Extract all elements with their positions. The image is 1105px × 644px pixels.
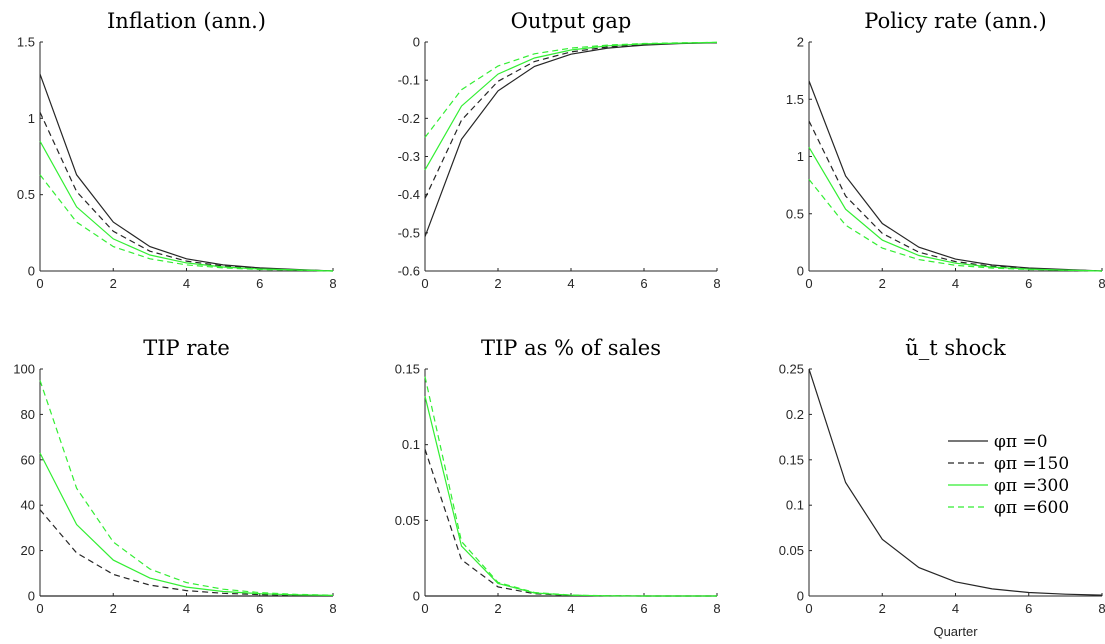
x-axis-label: Quarter (933, 624, 978, 639)
x-tick-label: 2 (110, 276, 117, 291)
subplot-3: Policy rate (ann.) 0 2 4 6 8 0 0.5 1 1.5 2 (786, 9, 1105, 291)
x-tick-label: 6 (1025, 601, 1032, 616)
y-tick-label: -0.2 (398, 111, 420, 126)
x-tick-label: 6 (640, 276, 647, 291)
series-line-1 (39, 73, 334, 272)
y-tick-label: 1.5 (786, 92, 804, 107)
y-tick-label: 60 (21, 452, 35, 467)
series-line-1 (424, 42, 718, 237)
y-tick-label: 0 (797, 589, 804, 604)
series-line-4 (424, 376, 717, 597)
chart-title: Policy rate (ann.) (864, 9, 1046, 33)
y-tick-label: 0.15 (395, 362, 420, 377)
y-tick-label: 0 (413, 35, 420, 50)
chart-title: Output gap (511, 9, 632, 33)
y-tick-label: -0.3 (398, 149, 420, 164)
y-tick-label: 1.5 (17, 35, 35, 50)
x-tick-label: 0 (421, 276, 428, 291)
series-line-2 (808, 120, 1103, 272)
y-tick-label: 0.05 (395, 513, 420, 528)
y-tick-label: 0.15 (779, 452, 804, 467)
y-tick-label: 0.1 (786, 498, 804, 513)
y-tick-label: 20 (21, 543, 35, 558)
series-line-2 (424, 42, 718, 199)
x-tick-label: 0 (421, 601, 428, 616)
x-tick-label: 8 (329, 601, 336, 616)
series-line-3 (424, 41, 718, 171)
y-tick-label: 40 (21, 498, 35, 513)
y-tick-label: 0.2 (786, 407, 804, 422)
y-tick-label: -0.6 (398, 264, 420, 279)
x-tick-label: 0 (805, 601, 812, 616)
y-tick-label: 0.25 (779, 362, 804, 377)
series-line-4 (808, 179, 1103, 272)
y-tick-label: 80 (21, 407, 35, 422)
x-tick-label: 6 (640, 601, 647, 616)
x-tick-label: 4 (952, 601, 959, 616)
series-line-2 (424, 449, 717, 597)
series-line-2 (39, 111, 334, 272)
x-tick-label: 8 (1098, 601, 1105, 616)
series-line-3 (39, 452, 334, 596)
x-tick-label: 4 (952, 276, 959, 291)
series-line-1 (808, 368, 1103, 596)
series-line-3 (39, 140, 334, 272)
x-tick-label: 8 (329, 276, 336, 291)
y-tick-label: 1 (28, 111, 35, 126)
x-tick-label: 4 (567, 601, 574, 616)
subplot-5: TIP as % of sales 0 2 4 6 8 0 0.05 0.1 0.15 (395, 336, 721, 616)
x-tick-label: 0 (36, 601, 43, 616)
y-tick-label: 0 (28, 589, 35, 604)
series-line-3 (808, 146, 1103, 272)
subplot-2: Output gap 0 2 4 6 8 0 -0.1 -0.2 -0.3 -0.4 -0.5 -0.6 (398, 9, 721, 291)
series-line-4 (39, 380, 334, 596)
x-tick-label: 8 (713, 276, 720, 291)
x-tick-label: 6 (256, 276, 263, 291)
series-line-3 (424, 396, 717, 597)
x-tick-label: 4 (183, 601, 190, 616)
y-tick-label: 0.1 (402, 437, 420, 452)
x-tick-label: 2 (494, 276, 501, 291)
y-tick-label: 1 (797, 149, 804, 164)
y-tick-label: -0.1 (398, 73, 420, 88)
legend-label: φπ =600 (994, 498, 1069, 518)
x-tick-label: 8 (713, 601, 720, 616)
x-tick-label: 2 (494, 601, 501, 616)
chart-title: TIP as % of sales (481, 336, 661, 360)
y-tick-label: -0.5 (398, 225, 420, 240)
y-tick-label: 0.5 (786, 206, 804, 221)
y-tick-label: -0.4 (398, 187, 420, 202)
x-tick-label: 2 (879, 601, 886, 616)
x-tick-label: 2 (879, 276, 886, 291)
x-tick-label: 0 (36, 276, 43, 291)
subplot-1: Inflation (ann.) 0 2 4 6 8 0 0.5 1 1.5 (17, 9, 337, 291)
chart-title: Inflation (ann.) (107, 9, 266, 33)
x-tick-label: 0 (805, 276, 812, 291)
y-tick-label: 0.05 (779, 543, 804, 558)
y-tick-label: 2 (797, 35, 804, 50)
legend-label: φπ =0 (994, 432, 1048, 452)
y-tick-label: 0 (28, 264, 35, 279)
series-line-1 (808, 80, 1103, 272)
legend-label: φπ =150 (994, 454, 1069, 474)
x-tick-label: 8 (1098, 276, 1105, 291)
y-tick-label: 100 (13, 362, 35, 377)
series-line-4 (424, 41, 718, 138)
y-tick-label: 0 (413, 589, 420, 604)
x-tick-label: 6 (1025, 276, 1032, 291)
subplot-6: ũ_t shock 0 2 4 6 8 0 0.05 0.1 0.15 0.2 0.25 Quarter… (779, 336, 1105, 639)
x-tick-label: 4 (183, 276, 190, 291)
x-tick-label: 6 (256, 601, 263, 616)
chart-title: ũ_t shock (905, 336, 1006, 360)
y-tick-label: 0 (797, 264, 804, 279)
x-tick-label: 2 (110, 601, 117, 616)
legend-label: φπ =300 (994, 476, 1069, 496)
series-line-4 (39, 174, 334, 272)
chart-title: TIP rate (143, 336, 230, 360)
x-tick-label: 4 (567, 276, 574, 291)
y-tick-label: 0.5 (17, 187, 35, 202)
